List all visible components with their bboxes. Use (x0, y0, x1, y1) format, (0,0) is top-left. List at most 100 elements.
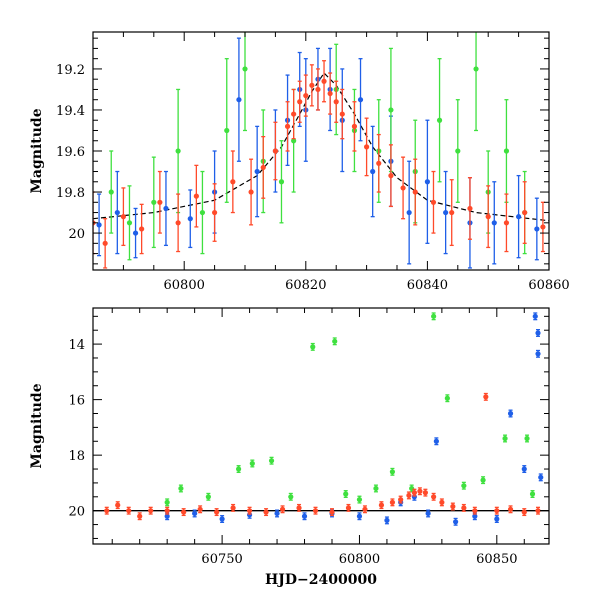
data-point (224, 127, 230, 134)
data-point (521, 509, 527, 515)
model-curve (93, 72, 549, 222)
data-point (291, 138, 297, 144)
data-point (148, 508, 154, 514)
data-point (406, 209, 412, 216)
data-point (507, 410, 514, 417)
data-point (378, 502, 385, 508)
y-tick-label: 16 (68, 394, 85, 409)
data-point (301, 513, 308, 519)
data-point (278, 179, 285, 185)
data-point (132, 230, 139, 236)
x-tick-label: 60850 (476, 552, 517, 567)
series-2 (93, 60, 546, 269)
data-point (137, 513, 143, 519)
data-point (444, 395, 450, 401)
data-point (472, 508, 478, 514)
data-point (163, 205, 169, 212)
data-point (329, 509, 335, 515)
data-point (535, 508, 541, 514)
y-tick-label: 20 (68, 227, 85, 242)
data-point (274, 510, 280, 517)
data-point (114, 209, 120, 216)
data-point (417, 488, 423, 494)
y-tick-label: 14 (68, 338, 85, 353)
bottom-panel: 60750 60800 60850 14 16 18 20 Magnitude HJD−2400… (29, 307, 550, 588)
data-point (522, 209, 528, 216)
data-point (485, 214, 491, 220)
data-point (538, 474, 544, 480)
data-point (480, 477, 486, 483)
data-point (412, 189, 418, 195)
data-point (356, 513, 363, 519)
x-tick-label: 60840 (407, 278, 448, 293)
data-point (494, 508, 500, 514)
data-point (364, 144, 370, 150)
data-point (175, 220, 181, 226)
data-point (199, 209, 206, 216)
data-point (212, 209, 218, 216)
plot-area (93, 312, 549, 526)
y-axis-label: Magnitude (29, 108, 45, 193)
data-point (467, 205, 473, 212)
data-point (389, 469, 396, 475)
data-point (503, 148, 510, 154)
x-tick-label: 60860 (528, 278, 569, 293)
data-point (175, 148, 181, 154)
y-tick-label: 19.4 (56, 104, 85, 119)
data-point (309, 82, 315, 88)
data-point (284, 123, 291, 129)
data-point (461, 505, 467, 511)
data-point (321, 78, 327, 84)
data-point (219, 516, 225, 522)
data-point (473, 66, 479, 72)
data-point (439, 499, 445, 505)
data-point (296, 505, 302, 511)
data-point (254, 168, 260, 175)
data-point (164, 508, 170, 514)
data-point (181, 509, 187, 515)
data-point (411, 490, 417, 496)
series-0 (164, 312, 544, 526)
data-point (424, 179, 430, 185)
data-point (108, 189, 114, 195)
data-point (345, 505, 352, 511)
data-point (178, 485, 184, 492)
data-point (288, 494, 294, 500)
data-point (260, 164, 266, 171)
data-point (376, 160, 382, 166)
data-point (263, 509, 269, 515)
data-point (242, 66, 248, 72)
data-point (235, 466, 242, 472)
data-point (400, 185, 406, 191)
data-point (193, 193, 199, 199)
data-point (494, 516, 500, 522)
data-point (333, 99, 339, 105)
data-point (248, 189, 254, 195)
data-point (430, 199, 437, 205)
data-point (491, 220, 497, 226)
plot-frame (92, 31, 550, 271)
data-point (246, 508, 253, 514)
data-point (449, 209, 455, 216)
y-tick-label: 18 (68, 449, 85, 464)
data-point (115, 502, 121, 508)
data-point (139, 226, 145, 232)
data-point (455, 148, 461, 154)
data-point (507, 506, 514, 512)
data-point (356, 496, 363, 503)
data-point (422, 490, 428, 496)
data-point (406, 492, 412, 499)
data-point (197, 506, 203, 512)
data-point (425, 510, 431, 517)
data-point (502, 435, 508, 442)
series-1 (164, 312, 536, 507)
data-point (104, 508, 110, 514)
data-point (291, 111, 297, 117)
data-point (389, 499, 396, 505)
data-point (327, 90, 333, 97)
data-point (96, 222, 102, 228)
data-point (461, 483, 467, 489)
data-point (431, 313, 437, 319)
data-point (503, 220, 510, 226)
